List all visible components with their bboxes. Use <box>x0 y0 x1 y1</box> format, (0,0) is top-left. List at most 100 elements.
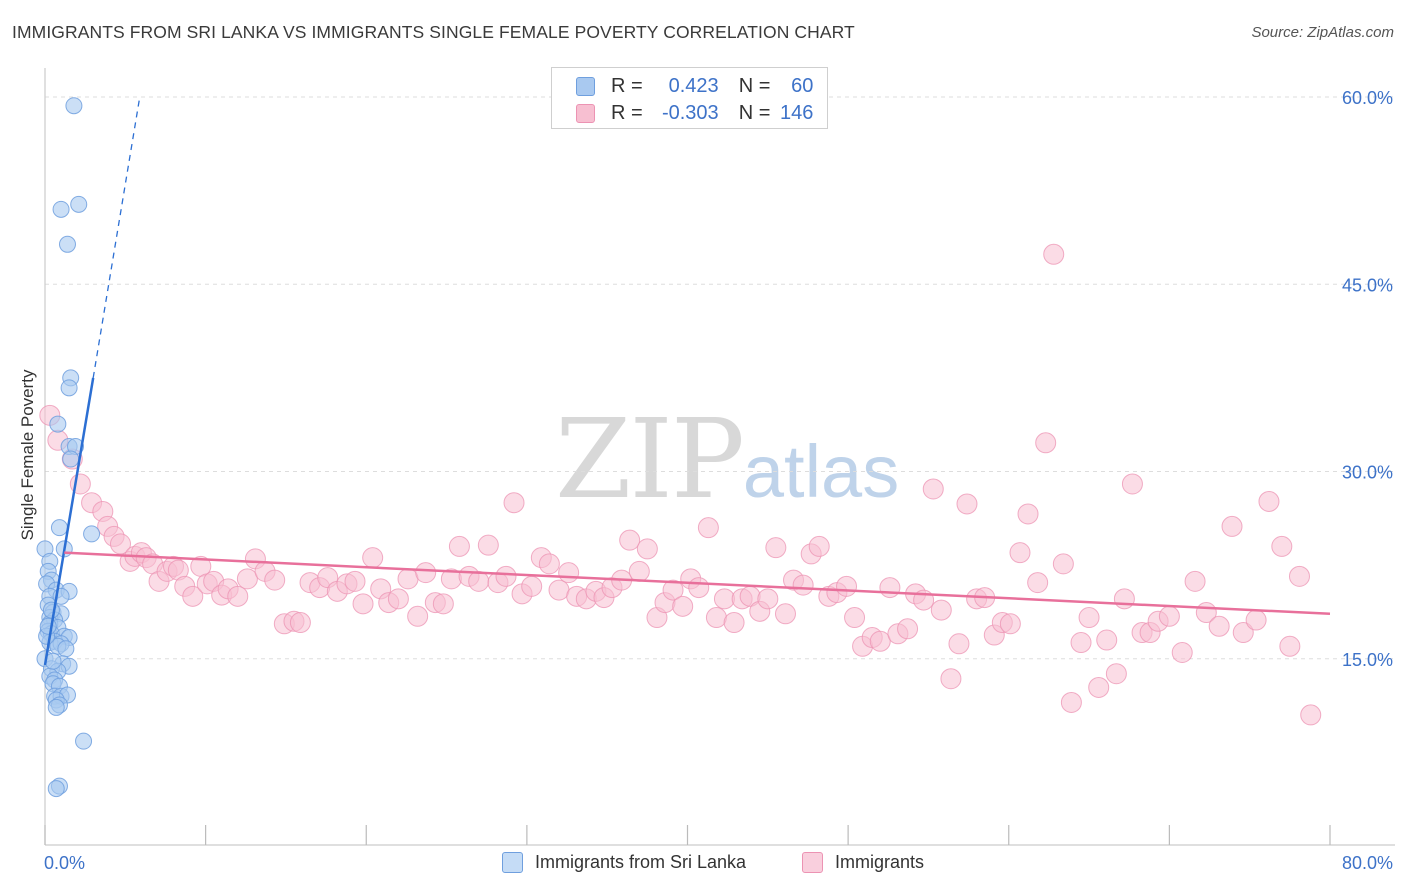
watermark: ZIPatlas <box>555 395 899 523</box>
data-point-sri-lanka <box>57 640 75 658</box>
data-point-sri-lanka <box>47 780 65 798</box>
data-point-sri-lanka <box>47 698 65 716</box>
legend-swatch-blue <box>576 76 595 96</box>
data-point-immigrants <box>948 633 970 655</box>
data-point-immigrants <box>182 585 204 607</box>
data-point-immigrants <box>503 492 525 514</box>
watermark-zip: ZIP <box>555 395 745 523</box>
data-point-immigrants <box>1245 609 1267 631</box>
data-point-immigrants <box>1105 663 1127 685</box>
trend-line-sri-lanka <box>43 377 95 666</box>
data-point-immigrants <box>940 668 962 690</box>
data-point-sri-lanka <box>42 601 60 619</box>
data-point-immigrants <box>956 493 978 515</box>
tick-labels: 15.0% 30.0% 45.0% 60.0% 0.0% 80.0% <box>44 88 1393 873</box>
data-point-immigrants <box>352 593 374 615</box>
x-tick-label-max: 80.0% <box>1342 853 1393 873</box>
data-point-immigrants <box>1070 632 1092 654</box>
data-point-immigrants <box>1009 542 1031 564</box>
data-point-sri-lanka <box>83 525 101 543</box>
data-point-sri-lanka <box>60 379 78 397</box>
data-point-immigrants <box>705 607 727 629</box>
data-point-immigrants <box>1088 676 1110 698</box>
source-label: Source: ZipAtlas.com <box>1251 24 1394 41</box>
x-tick-label-min: 0.0% <box>44 853 85 873</box>
trend-line-sri-lanka-extension <box>92 96 141 378</box>
data-point-immigrants <box>477 534 499 556</box>
data-point-immigrants <box>1300 704 1322 726</box>
legend-r-value: -0.303 <box>661 101 719 124</box>
data-point-sri-lanka <box>65 97 83 115</box>
data-point-immigrants <box>672 595 694 617</box>
data-point-immigrants <box>1221 515 1243 537</box>
data-point-immigrants <box>415 562 437 584</box>
legend-item-label: Immigrants from Sri Lanka <box>535 852 747 872</box>
data-point-immigrants <box>774 603 796 625</box>
data-point-immigrants <box>628 560 650 582</box>
data-point-immigrants <box>1043 243 1065 265</box>
legend-r-label: R = <box>611 101 643 124</box>
y-tick-label: 15.0% <box>1342 650 1393 670</box>
data-point-sri-lanka <box>49 415 67 433</box>
data-point-immigrants <box>1271 535 1293 557</box>
data-point-immigrants <box>1208 615 1230 637</box>
data-point-immigrants <box>264 569 286 591</box>
legend-n-label: N = <box>738 101 771 124</box>
data-point-immigrants <box>697 517 719 539</box>
data-point-immigrants <box>879 577 901 599</box>
data-point-immigrants <box>538 553 560 575</box>
data-point-sri-lanka <box>75 732 93 750</box>
data-point-immigrants <box>1279 635 1301 657</box>
axes <box>44 68 1395 846</box>
data-point-immigrants <box>765 537 787 559</box>
data-point-immigrants <box>1017 503 1039 525</box>
data-point-immigrants <box>792 574 814 596</box>
data-point-immigrants <box>922 478 944 500</box>
data-point-immigrants <box>1113 588 1135 610</box>
data-point-sri-lanka <box>62 450 80 468</box>
legend-r-label: R = <box>611 74 643 97</box>
legend-item-immigrants[interactable]: Immigrants <box>802 852 924 873</box>
data-point-immigrants <box>397 568 419 590</box>
data-point-immigrants <box>468 570 490 592</box>
chart-title: IMMIGRANTS FROM SRI LANKA VS IMMIGRANTS … <box>12 22 855 42</box>
data-point-immigrants <box>844 607 866 629</box>
legend-swatch-pink <box>576 103 595 123</box>
data-point-immigrants <box>521 575 543 597</box>
data-point-immigrants <box>1158 605 1180 627</box>
legend-n-label: N = <box>738 74 771 97</box>
data-point-immigrants <box>387 588 409 610</box>
data-point-immigrants <box>662 579 684 601</box>
data-point-immigrants <box>227 585 249 607</box>
data-point-immigrants <box>723 612 745 634</box>
trend-line-immigrants <box>64 551 1331 616</box>
data-point-immigrants <box>1035 432 1057 454</box>
legend-item-sri-lanka[interactable]: Immigrants from Sri Lanka <box>502 852 746 873</box>
data-point-immigrants <box>548 579 570 601</box>
trend-lines <box>43 96 1331 666</box>
data-point-immigrants <box>495 565 517 587</box>
data-point-immigrants <box>558 562 580 584</box>
data-point-immigrants <box>362 547 384 569</box>
data-point-immigrants <box>1060 691 1082 713</box>
data-point-immigrants <box>1078 607 1100 629</box>
data-point-sri-lanka <box>39 617 57 635</box>
legend-row-immigrants: R = -0.303 N = 146 <box>576 100 813 126</box>
data-point-immigrants <box>1121 473 1143 495</box>
legend-r-value: 0.423 <box>668 74 719 97</box>
data-point-immigrants <box>1232 622 1254 644</box>
legend-swatch-pink <box>802 852 823 873</box>
data-point-immigrants <box>109 533 131 555</box>
data-point-immigrants <box>1184 570 1206 592</box>
series-sri-lanka <box>36 97 101 798</box>
data-point-immigrants <box>1258 490 1280 512</box>
data-point-immigrants <box>432 593 454 615</box>
data-point-immigrants <box>1288 565 1310 587</box>
data-point-sri-lanka <box>70 195 88 213</box>
data-point-immigrants <box>897 618 919 640</box>
y-tick-label: 60.0% <box>1342 88 1393 108</box>
legend-swatch-blue <box>502 852 523 873</box>
legend-item-label: Immigrants <box>835 852 925 872</box>
data-point-immigrants <box>1171 642 1193 664</box>
